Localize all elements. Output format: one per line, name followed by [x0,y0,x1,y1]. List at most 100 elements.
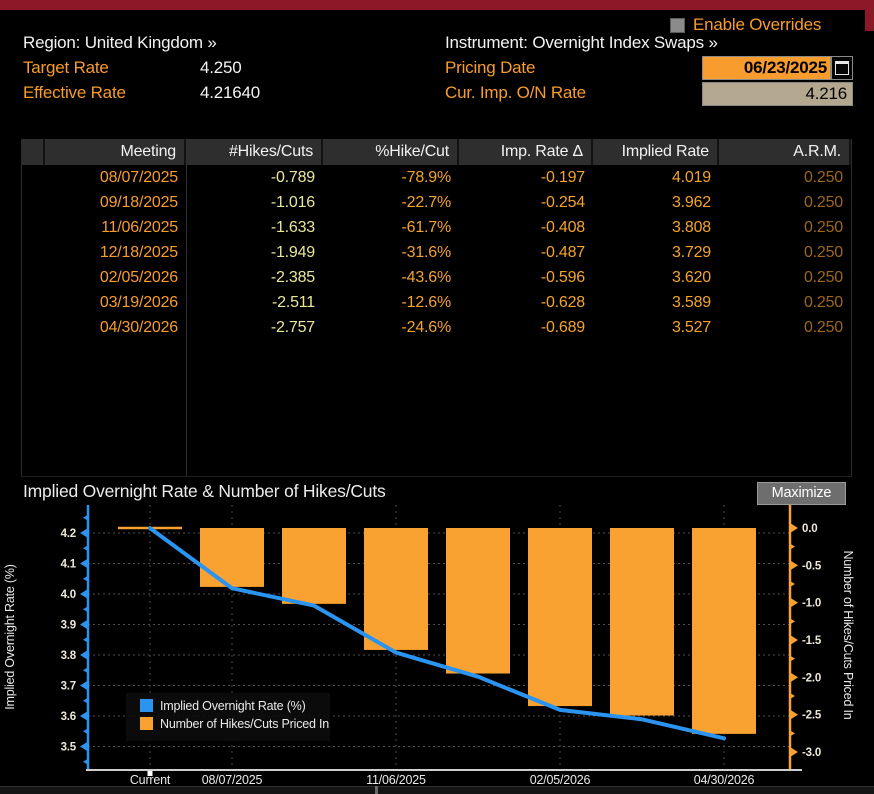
cell-delta: -0.408 [540,219,585,236]
calendar-button[interactable] [831,56,853,80]
hikes-bar [528,528,592,707]
left-tick-major [80,619,88,630]
table-header-row: Meeting #Hikes/Cuts %Hike/Cut Imp. Rate Δ Im… [22,139,851,165]
column-header[interactable]: A.R.M. [719,139,851,165]
left-tick-label: 3.6 [61,711,76,723]
row-selector-cell [22,240,45,265]
enable-overrides[interactable]: Enable Overrides [670,15,821,35]
column-header[interactable]: Meeting [45,139,186,165]
column-header[interactable]: %Hike/Cut [323,139,459,165]
cell-pct: -24.6% [401,319,452,336]
left-tick-major [80,528,88,538]
cell-arm: 0.250 [803,269,843,286]
effective-rate-value: 4.21640 [200,83,261,102]
enable-overrides-label: Enable Overrides [693,15,822,34]
chart-title: Implied Overnight Rate & Number of Hikes… [23,481,386,501]
pricing-date-input[interactable]: 06/23/2025 [702,56,831,80]
table-row[interactable]: 03/19/2026 -2.511 -12.6% -0.628 3.589 0.250 [22,290,851,315]
legend-swatch-bar [140,717,153,730]
column-header[interactable]: #Hikes/Cuts [186,139,323,165]
table-row[interactable]: 04/30/2026 -2.757 -24.6% -0.689 3.527 0.250 [22,315,851,340]
hikes-bar [364,528,428,650]
right-tick-major [790,747,798,758]
cur-imp-rate-input[interactable]: 4.216 [702,82,853,106]
legend-label-line: Implied Overnight Rate (%) [160,699,306,713]
table-row[interactable]: 12/18/2025 -1.949 -31.6% -0.487 3.729 0.250 [22,240,851,265]
cell-pct: -12.6% [401,294,452,311]
hikes-bar [200,528,264,587]
x-axis-label: Current [130,773,171,786]
cell-hikes: -1.633 [270,219,315,236]
x-axis-label: 04/30/2026 [694,773,755,786]
left-tick-label: 4.1 [61,559,77,571]
table-row[interactable]: 02/05/2026 -2.385 -43.6% -0.596 3.620 0.250 [22,265,851,290]
left-tick-minor [83,514,88,521]
right-tick-minor [790,543,795,550]
table-row[interactable]: 11/06/2025 -1.633 -61.7% -0.408 3.808 0.250 [22,215,851,240]
left-tick-minor [83,667,88,674]
left-tick-label: 4.0 [61,589,76,601]
right-tick-major [790,672,798,683]
left-tick-minor [83,728,88,735]
column-header[interactable] [22,139,45,165]
bottom-panel-edge [0,786,874,794]
cell-hikes: -1.016 [270,194,315,211]
cell-pct: -61.7% [401,219,452,236]
row-selector-cell [22,215,45,240]
row-selector-cell [22,165,45,190]
legend-swatch-line [140,699,153,712]
enable-overrides-checkbox[interactable] [670,17,685,33]
cell-pct: -78.9% [401,169,452,186]
table-row[interactable]: 08/07/2025 -0.789 -78.9% -0.197 4.019 0.250 [22,165,851,190]
left-tick-major [80,558,88,569]
instrument-selector[interactable]: Instrument: Overnight Index Swaps » [445,33,718,52]
table-row[interactable]: 09/18/2025 -1.016 -22.7% -0.254 3.962 0.250 [22,190,851,215]
cell-arm: 0.250 [803,219,843,236]
cell-implied: 3.962 [671,194,711,211]
rates-chart: 4.2 4.1 4.0 3.9 3.8 3.7 3.6 3.5 0.0 -0.5 -1.0 -1.5 -… [3,505,855,786]
left-axis-title: Implied Overnight Rate (%) [3,564,17,710]
cell-pct: -43.6% [401,269,452,286]
legend-box [126,693,330,741]
column-header[interactable]: Implied Rate [593,139,719,165]
column-header[interactable]: Imp. Rate Δ [459,139,593,165]
cell-meeting: 02/05/2026 [99,269,178,286]
cell-delta: -0.197 [540,169,585,186]
region-selector[interactable]: Region: United Kingdom » [23,33,217,52]
right-tick-major [790,635,798,646]
cell-meeting: 11/06/2025 [101,219,178,236]
right-tick-minor [790,618,795,625]
cell-delta: -0.689 [540,319,585,336]
left-tick-label: 3.8 [61,650,77,662]
cell-hikes: -2.511 [272,294,315,311]
window-edge-notch [865,0,874,31]
left-tick-major [80,650,88,660]
maximize-button[interactable]: Maximize [757,482,846,505]
right-tick-major [790,709,798,720]
panel-splitter-handle[interactable] [375,786,378,794]
current-x-tick [147,771,153,776]
left-tick-label: 3.7 [61,681,76,693]
cell-meeting: 03/19/2026 [99,294,178,311]
left-tick-major [80,711,88,721]
cell-delta: -0.628 [540,294,585,311]
hikes-bar [610,528,674,716]
row-selector-cell [22,315,45,340]
left-tick-minor [83,697,88,704]
left-tick-label: 3.9 [61,620,76,632]
cell-hikes: -2.757 [270,319,315,336]
calendar-icon [835,61,849,75]
right-tick-major [790,597,798,608]
right-tick-minor [790,655,795,662]
right-tick-major [790,523,798,533]
cell-delta: -0.596 [540,269,585,286]
cell-arm: 0.250 [803,319,843,336]
right-tick-major [790,560,798,571]
hikes-bar [446,528,510,674]
meetings-table: Meeting #Hikes/Cuts %Hike/Cut Imp. Rate Δ Im… [21,139,852,477]
cell-hikes: -0.789 [270,169,315,186]
cell-meeting: 04/30/2026 [99,319,178,336]
right-tick-minor [790,693,795,700]
cell-pct: -22.7% [401,194,452,211]
cell-implied: 3.808 [671,219,711,236]
